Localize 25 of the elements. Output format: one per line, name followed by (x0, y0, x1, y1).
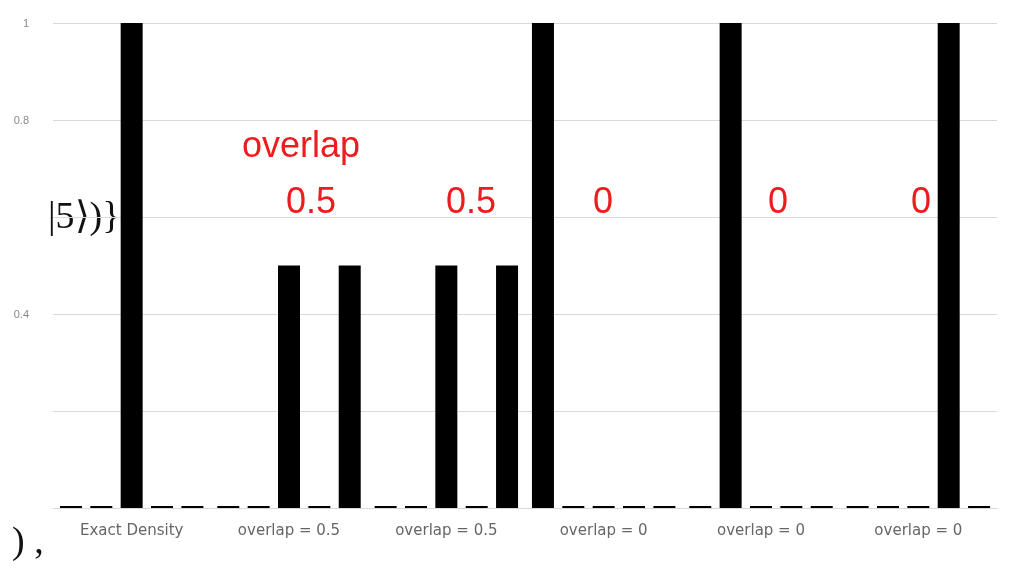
bar (278, 265, 300, 508)
text: ) , (12, 519, 44, 562)
bar (435, 265, 458, 508)
annotation: |5⟩)} (48, 194, 121, 237)
bar (719, 23, 742, 508)
bar (496, 265, 519, 508)
bar (338, 265, 361, 508)
bar (531, 23, 554, 508)
y-tick-label: 1 (22, 17, 29, 29)
annotation: 0.5 (285, 179, 337, 221)
y-tick-label: 0.8 (13, 114, 29, 126)
y-tick-label: 0.4 (13, 308, 29, 320)
annotation: 0 (592, 179, 614, 221)
annotation: 0 (767, 179, 789, 221)
bar (120, 23, 143, 508)
annotation: 0.5 (445, 179, 497, 221)
x-tick-label: overlap = 0.5 (395, 520, 498, 539)
annotation: 0 (910, 179, 932, 221)
x-tick-label: overlap = 0.5 (237, 520, 341, 539)
bar (937, 23, 960, 508)
x-tick-label: overlap = 0 (717, 520, 805, 539)
x-tick-label: overlap = 0 (874, 520, 963, 539)
x-tick-label: overlap = 0 (559, 520, 648, 539)
annotation: overlap (241, 123, 361, 165)
x-tick-label: Exact Density (79, 520, 184, 539)
